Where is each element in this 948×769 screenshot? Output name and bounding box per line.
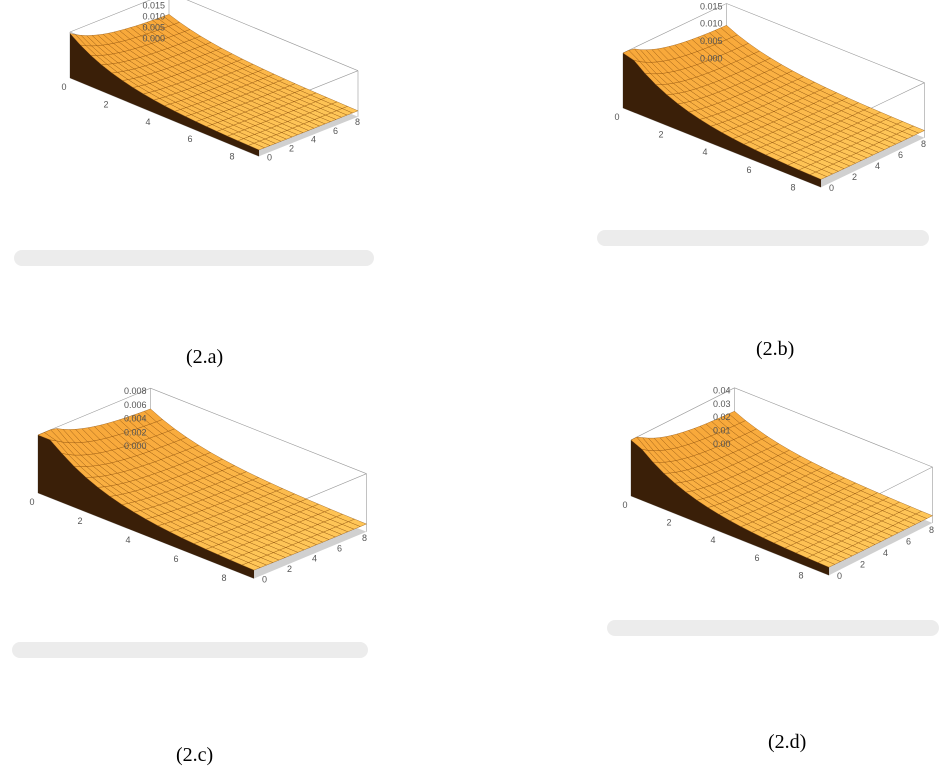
z-tick-label: 0.02 bbox=[713, 412, 731, 422]
bounding-box-edge bbox=[69, 0, 151, 33]
surface-mesh bbox=[69, 14, 359, 151]
y-tick-label: 2 bbox=[289, 144, 294, 154]
z-tick-label: 0.03 bbox=[713, 399, 731, 409]
y-tick-label: 0 bbox=[829, 183, 834, 193]
z-tick-label: 0.008 bbox=[124, 386, 147, 396]
x-tick-label: 0 bbox=[614, 112, 619, 122]
z-tick-label: 0.006 bbox=[124, 400, 147, 410]
x-tick-label: 2 bbox=[103, 99, 108, 109]
bounding-box-edge bbox=[186, 0, 359, 71]
x-tick-label: 6 bbox=[754, 553, 759, 563]
x-tick-label: 0 bbox=[61, 82, 66, 92]
y-tick-label: 8 bbox=[355, 117, 360, 127]
x-tick-label: 6 bbox=[746, 165, 751, 175]
z-tick-label: 0.010 bbox=[142, 12, 165, 22]
z-tick-label: 0.004 bbox=[124, 414, 147, 424]
y-tick-label: 8 bbox=[929, 525, 934, 535]
bounding-box-edge bbox=[726, 3, 925, 83]
caption-d: (2.d) bbox=[768, 731, 807, 753]
z-tick-label: 0.002 bbox=[124, 427, 147, 437]
surface-plot-c: 0.000 0.002 0.004 0.006 0.008 0 2 4 6 8 0 2 4 6 8 bbox=[12, 386, 368, 658]
bounding-box-edge bbox=[622, 3, 727, 54]
y-tick-label: 6 bbox=[333, 126, 338, 136]
surface-patch bbox=[630, 436, 649, 451]
y-tick-label: 2 bbox=[860, 560, 865, 570]
y-tick-label: 2 bbox=[287, 564, 292, 574]
surface-underside bbox=[631, 440, 829, 576]
x-tick-label: 0 bbox=[29, 497, 34, 507]
z-tick-label: 0.00 bbox=[713, 439, 731, 449]
y-tick-label: 4 bbox=[883, 548, 888, 558]
y-tick-label: 6 bbox=[906, 536, 911, 546]
plot-panel-c: 0.000 0.002 0.004 0.006 0.008 0 2 4 6 8 0 2 4 6 8 bbox=[8, 386, 372, 660]
caption-a: (2.a) bbox=[186, 346, 224, 368]
z-tick-label: 0.010 bbox=[700, 19, 723, 29]
surface-patch bbox=[622, 50, 641, 62]
surface-plot-b: 0.000 0.005 0.010 0.015 0 2 4 6 8 0 2 4 6 8 bbox=[597, 1, 929, 246]
y-tick-label: 2 bbox=[852, 172, 857, 182]
y-tick-label: 8 bbox=[362, 533, 367, 543]
x-tick-label: 8 bbox=[229, 152, 234, 162]
z-tick-label: 0.04 bbox=[713, 386, 731, 396]
z-tick-label: 0.005 bbox=[142, 22, 165, 32]
x-tick-label: 8 bbox=[790, 182, 795, 192]
surface-underside bbox=[70, 33, 259, 157]
caption-b: (2.b) bbox=[756, 338, 795, 360]
bounding-box-edge bbox=[150, 387, 367, 474]
panel-shadow bbox=[14, 250, 374, 266]
y-tick-label: 4 bbox=[311, 135, 316, 145]
surface-patch bbox=[37, 432, 57, 441]
surface-underside bbox=[623, 53, 821, 188]
z-tick-label: 0.015 bbox=[142, 1, 165, 11]
y-tick-label: 8 bbox=[921, 139, 926, 149]
y-tick-label: 6 bbox=[337, 543, 342, 553]
surface-underside bbox=[38, 435, 254, 579]
y-tick-label: 4 bbox=[875, 161, 880, 171]
bounding-box-edge bbox=[734, 387, 933, 468]
bounding-box-edge bbox=[630, 387, 735, 441]
x-tick-label: 2 bbox=[658, 130, 663, 140]
x-tick-label: 8 bbox=[221, 573, 226, 583]
x-tick-label: 6 bbox=[173, 554, 178, 564]
z-tick-label: 0.000 bbox=[700, 54, 723, 64]
surface-patch bbox=[69, 33, 87, 46]
panel-shadow bbox=[607, 620, 939, 636]
x-tick-label: 2 bbox=[666, 518, 671, 528]
x-tick-label: 4 bbox=[710, 535, 715, 545]
x-tick-label: 0 bbox=[622, 500, 627, 510]
x-tick-label: 4 bbox=[145, 117, 150, 127]
bounding-box-edge bbox=[630, 495, 830, 576]
y-tick-label: 0 bbox=[267, 152, 272, 162]
z-tick-label: 0.015 bbox=[700, 1, 723, 11]
x-tick-label: 4 bbox=[125, 535, 130, 545]
z-tick-label: 0.005 bbox=[700, 36, 723, 46]
panel-shadow bbox=[597, 230, 929, 246]
x-tick-label: 8 bbox=[798, 570, 803, 580]
x-tick-label: 2 bbox=[77, 516, 82, 526]
x-tick-label: 4 bbox=[702, 147, 707, 157]
bounding-box-edge bbox=[37, 387, 151, 436]
y-tick-label: 4 bbox=[312, 554, 317, 564]
plot-panel-b: 0.000 0.005 0.010 0.015 0 2 4 6 8 0 2 4 6 8 bbox=[593, 1, 933, 248]
surface-mesh bbox=[630, 410, 933, 568]
y-tick-label: 6 bbox=[898, 150, 903, 160]
z-tick-label: 0.000 bbox=[124, 441, 147, 451]
y-tick-label: 0 bbox=[262, 575, 267, 585]
surface-mesh bbox=[622, 25, 925, 180]
z-tick-label: 0.01 bbox=[713, 426, 731, 436]
z-tick-label: 0.000 bbox=[142, 33, 165, 43]
caption-c: (2.c) bbox=[176, 744, 214, 766]
surface-mesh bbox=[37, 408, 367, 571]
surface-plot-d: 0.00 0.01 0.02 0.03 0.04 0 2 4 6 8 0 2 4 6 8 bbox=[607, 386, 939, 636]
panel-shadow bbox=[12, 642, 368, 658]
y-tick-label: 0 bbox=[837, 571, 842, 581]
x-tick-label: 6 bbox=[187, 134, 192, 144]
plot-panel-d: 0.00 0.01 0.02 0.03 0.04 0 2 4 6 8 0 2 4 6 8 bbox=[603, 386, 943, 638]
